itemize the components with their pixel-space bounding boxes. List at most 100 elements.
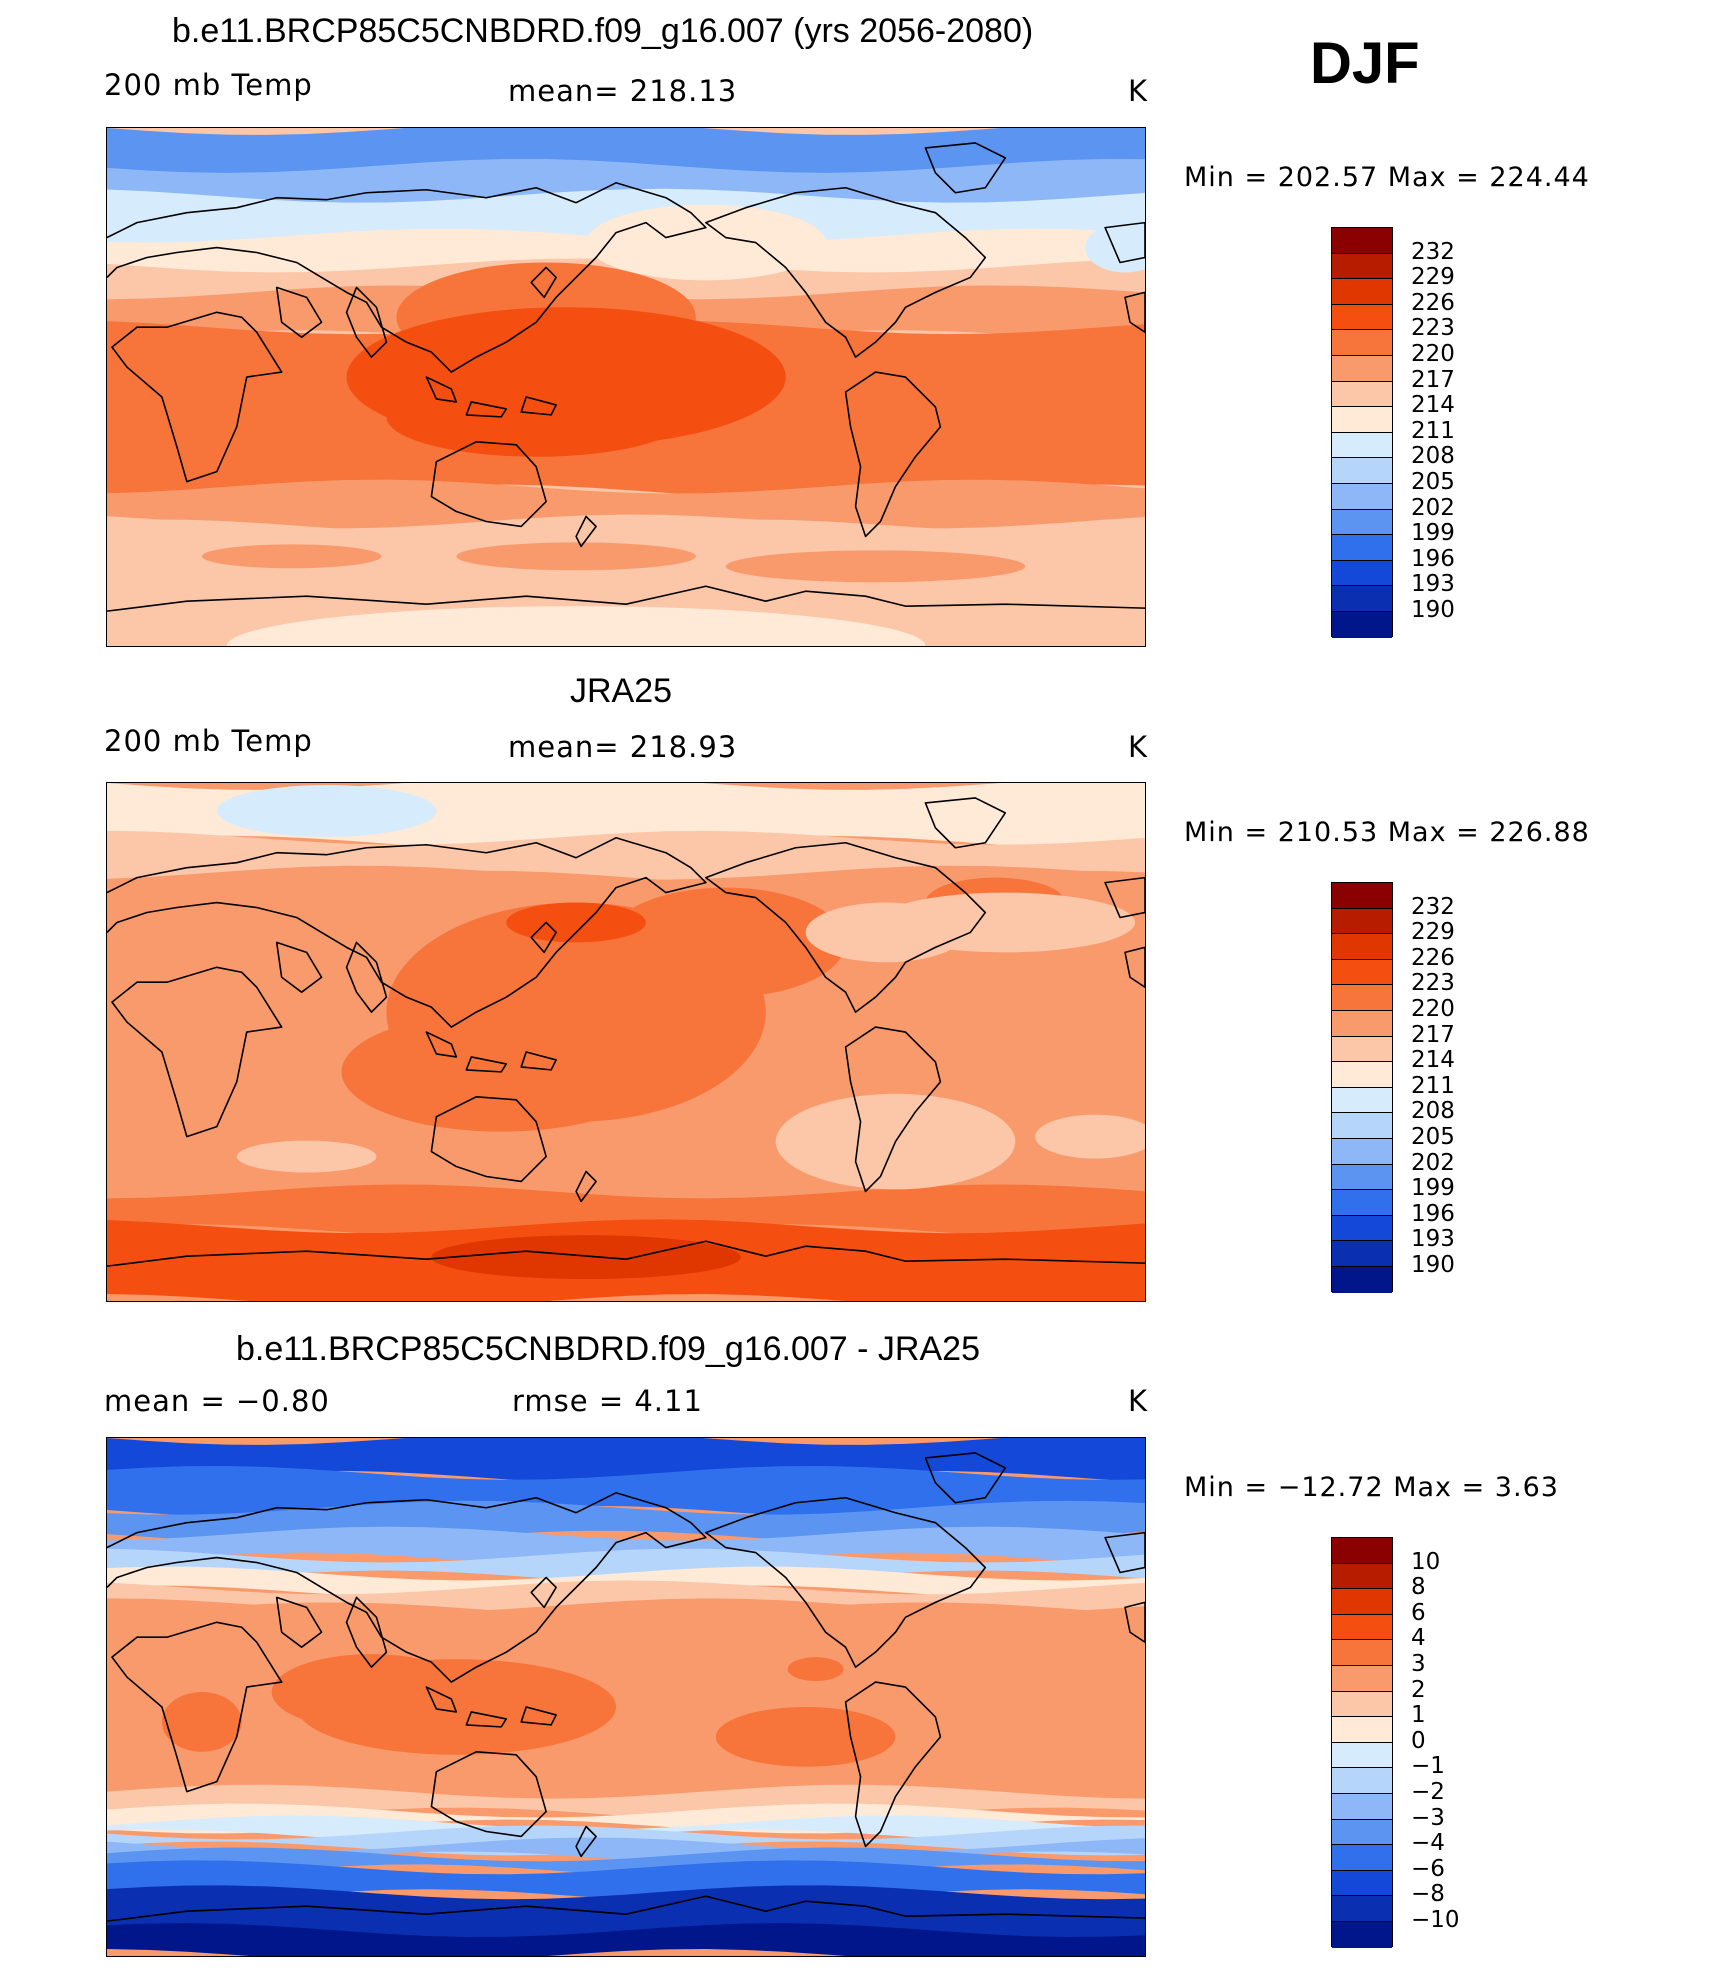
colorbar-segment (1332, 1665, 1392, 1692)
colorbar-segment (1332, 1164, 1392, 1191)
map-panel-model (106, 127, 1146, 647)
colorbar-segment (1332, 432, 1392, 459)
colorbar-label: 190 (1411, 1252, 1455, 1278)
colorbar-label: 208 (1411, 1098, 1455, 1125)
colorbar-label: 196 (1411, 1200, 1455, 1227)
colorbar-segment (1332, 1215, 1392, 1242)
colorbar-segment (1332, 1241, 1392, 1267)
colorbar-box (1331, 882, 1393, 1293)
colorbar-segment (1332, 985, 1392, 1011)
coastlines (107, 142, 1145, 612)
colorbar-label: 214 (1411, 1047, 1455, 1074)
colorbar-label: 211 (1411, 417, 1455, 444)
colorbar-segment (1332, 560, 1392, 587)
colorbar-segment (1332, 483, 1392, 510)
colorbar-segment (1332, 1768, 1392, 1794)
colorbar-label: −1 (1411, 1753, 1445, 1780)
colorbar-label: 199 (1411, 520, 1455, 547)
colorbar-label: 205 (1411, 1124, 1455, 1150)
mean-label: mean= 218.13 (508, 74, 738, 108)
coastlines (107, 797, 1145, 1267)
colorbar-label: 226 (1411, 944, 1455, 971)
contour-field (107, 783, 1145, 1301)
map-panel-difference (106, 1437, 1146, 1957)
colorbar-segment (1332, 1640, 1392, 1666)
mean-label: mean = −0.80 (104, 1384, 330, 1418)
minmax-label: Min = 210.53 Max = 226.88 (1184, 817, 1590, 848)
colorbar-label: 226 (1411, 289, 1455, 316)
colorbar-label: 193 (1411, 571, 1455, 598)
colorbar-segment (1332, 1921, 1392, 1948)
colorbar-segment (1332, 228, 1392, 254)
coastlines (107, 1452, 1145, 1922)
panel-title: JRA25 (570, 672, 673, 710)
colorbar-label: 214 (1411, 392, 1455, 419)
colorbar-segment (1332, 279, 1392, 305)
colorbar-label: 208 (1411, 443, 1455, 470)
colorbar-label: 0 (1411, 1727, 1426, 1754)
colorbar-segment (1332, 1717, 1392, 1743)
colorbar-segment (1332, 611, 1392, 638)
colorbar-segment (1332, 1113, 1392, 1139)
colorbar-label: 211 (1411, 1072, 1455, 1099)
units-label: K (1128, 74, 1149, 108)
colorbar-box (1331, 227, 1393, 638)
rmse-label: rmse = 4.11 (512, 1384, 703, 1418)
colorbar-segment (1332, 1793, 1392, 1820)
colorbar-label: 232 (1411, 238, 1455, 265)
colorbar-segment (1332, 1138, 1392, 1165)
colorbar-label: 229 (1411, 919, 1455, 946)
colorbar-segment (1332, 959, 1392, 986)
colorbar-segment (1332, 1538, 1392, 1564)
colorbar-label: 223 (1411, 315, 1455, 342)
colorbar-label: 205 (1411, 469, 1455, 495)
colorbar-segment (1332, 1691, 1392, 1718)
colorbar-label: −6 (1411, 1855, 1445, 1882)
contour-field (107, 128, 1145, 646)
colorbar-segment (1332, 1190, 1392, 1216)
season-label: DJF (1310, 31, 1420, 96)
colorbar-segment (1332, 355, 1392, 382)
colorbar-segment (1332, 908, 1392, 935)
mean-label: mean= 218.93 (508, 730, 738, 764)
colorbar-label: 232 (1411, 893, 1455, 920)
colorbar-segment (1332, 1589, 1392, 1615)
colorbar-segment (1332, 1896, 1392, 1922)
colorbar-label: 229 (1411, 264, 1455, 291)
panel-title: b.e11.BRCP85C5CNBDRD.f09_g16.007 (yrs 20… (172, 12, 1034, 50)
colorbar-label: 199 (1411, 1175, 1455, 1202)
colorbar-segment (1332, 509, 1392, 536)
colorbar-segment (1332, 304, 1392, 331)
units-label: K (1128, 730, 1149, 764)
colorbar-label: 196 (1411, 545, 1455, 572)
colorbar-segment (1332, 883, 1392, 909)
minmax-label: Min = 202.57 Max = 224.44 (1184, 162, 1590, 193)
colorbar-label: 2 (1411, 1676, 1426, 1703)
colorbar-label: 10 (1411, 1548, 1441, 1575)
colorbar-segment (1332, 586, 1392, 612)
panel-title: b.e11.BRCP85C5CNBDRD.f09_g16.007 - JRA25 (236, 1330, 980, 1368)
colorbar-segment (1332, 330, 1392, 356)
colorbar-label: 202 (1411, 494, 1455, 521)
colorbar-segment (1332, 1845, 1392, 1871)
colorbar-label: −8 (1411, 1881, 1445, 1908)
colorbar-label: −2 (1411, 1779, 1445, 1805)
colorbar-segment (1332, 535, 1392, 561)
colorbar-label: 223 (1411, 970, 1455, 997)
colorbar-label: 3 (1411, 1651, 1426, 1677)
colorbar-label: 220 (1411, 341, 1455, 367)
colorbar-label: 193 (1411, 1226, 1455, 1253)
colorbar-segment (1332, 1062, 1392, 1088)
colorbar-segment (1332, 253, 1392, 280)
map-panel-obs (106, 782, 1146, 1302)
colorbar-segment (1332, 381, 1392, 408)
colorbar-label: 8 (1411, 1574, 1426, 1601)
colorbar-segment (1332, 1010, 1392, 1037)
colorbar-segment (1332, 458, 1392, 484)
minmax-label: Min = −12.72 Max = 3.63 (1184, 1472, 1559, 1503)
colorbar-label: −4 (1411, 1830, 1445, 1857)
colorbar-label: 220 (1411, 996, 1455, 1022)
colorbar-segment (1332, 1036, 1392, 1063)
colorbar-label: 1 (1411, 1702, 1426, 1729)
units-label: K (1128, 1384, 1149, 1418)
